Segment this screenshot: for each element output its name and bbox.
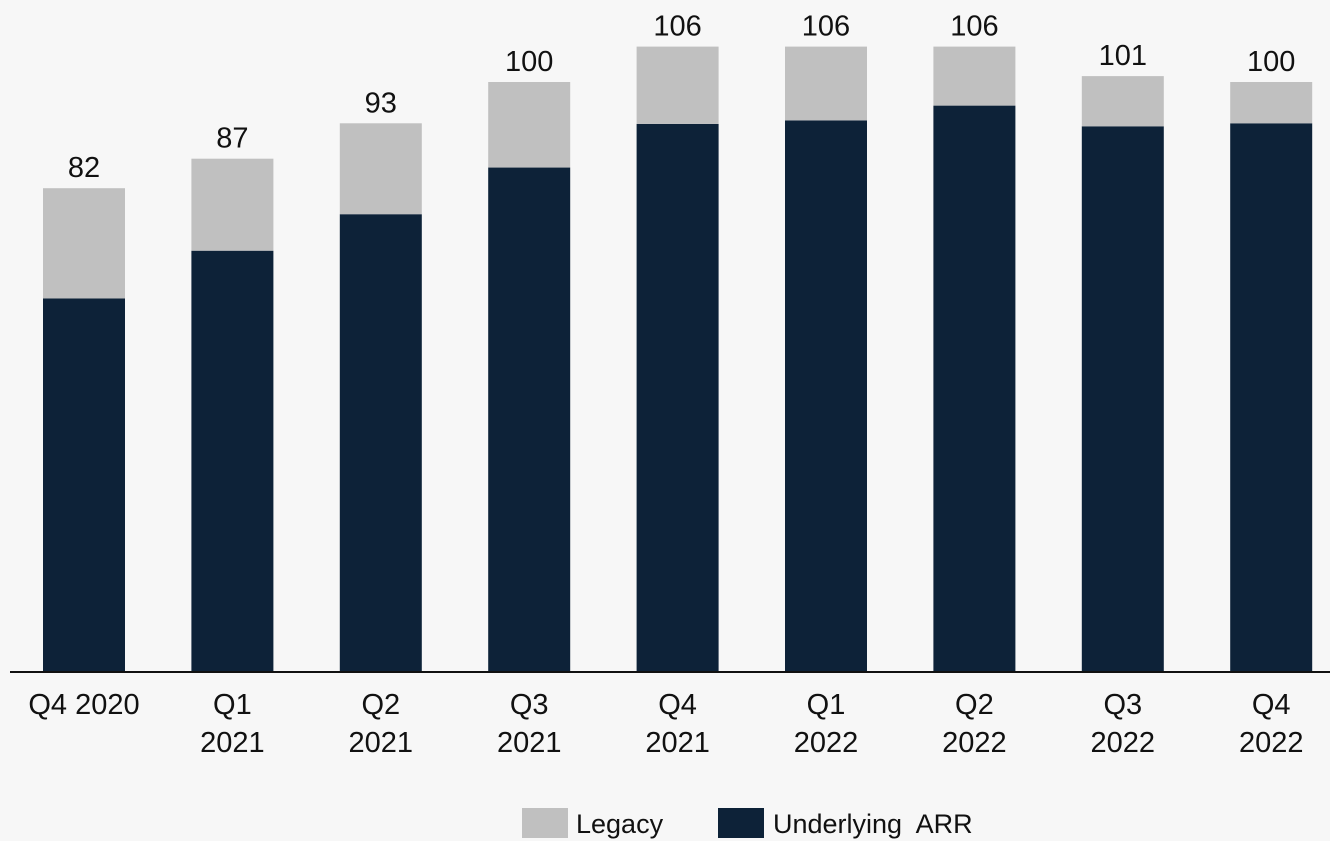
bar-total-label: 106 [653,11,701,43]
bar-segment-legacy [636,46,719,124]
bar-segment-legacy [1230,82,1313,124]
bar-segment-legacy [43,188,125,299]
legend-label-underlying-arr: Underlying ARR [773,809,973,839]
x-tick-label: 2022 [1239,727,1304,759]
bar-total-label: 100 [505,46,553,78]
x-tick-label: Q4 [658,689,697,721]
bar-segment-legacy [339,123,422,215]
bar-segment-legacy [191,158,274,251]
bar-total-label: 106 [802,11,850,43]
bar-total-label: 101 [1099,40,1147,72]
x-tick-label: Q1 [807,689,846,721]
legend-swatch-legacy [522,808,568,838]
x-tick-label: 2021 [200,727,265,759]
bar-total-label: 87 [216,123,248,155]
x-tick-label: Q3 [510,689,549,721]
legend-swatch-underlying-arr [718,808,764,838]
x-tick-label: Q1 [213,689,252,721]
x-tick-label: 2022 [1091,727,1156,759]
value-labels-layer: 82 87 93 100 106 106 106 101 100 [68,11,1296,185]
x-tick-label: Q3 [1103,689,1142,721]
x-tick-label: Q2 [361,689,400,721]
bar-total-label: 100 [1247,46,1295,78]
bar-segment-underlying-arr [191,250,274,672]
x-tick-label: 2021 [645,727,710,759]
bar-segment-underlying-arr [1081,126,1164,673]
bar-total-label: 93 [365,87,397,119]
legend: Legacy Underlying ARR [522,808,973,839]
bar-segment-underlying-arr [933,105,1016,673]
x-tick-label: 2022 [942,727,1007,759]
bar-segment-legacy [933,46,1016,106]
bar-segment-underlying-arr [785,120,867,672]
x-tick-label: 2021 [497,727,562,759]
legend-label-legacy: Legacy [576,809,664,839]
x-tick-label: 2021 [349,727,414,759]
bar-segment-underlying-arr [1230,123,1313,673]
bar-segment-legacy [785,46,867,121]
x-tick-label: Q4 [1252,689,1291,721]
bar-total-label: 82 [68,152,100,184]
bar-segment-underlying-arr [339,214,422,672]
x-tick-label: Q2 [955,689,994,721]
x-tick-labels-layer: Q4 2020 Q1 2021 Q2 2021 Q3 2021 Q4 2021 Q1 2022 Q2 2… [28,689,1303,759]
bar-segment-legacy [1081,76,1164,127]
bar-segment-legacy [488,82,571,168]
bar-segment-underlying-arr [636,123,719,672]
bars-layer [43,46,1313,673]
bar-total-label: 106 [950,11,998,43]
bar-segment-underlying-arr [43,298,125,672]
x-tick-label: 2022 [794,727,859,759]
x-tick-label: Q4 2020 [28,689,139,721]
bar-segment-underlying-arr [488,167,571,672]
